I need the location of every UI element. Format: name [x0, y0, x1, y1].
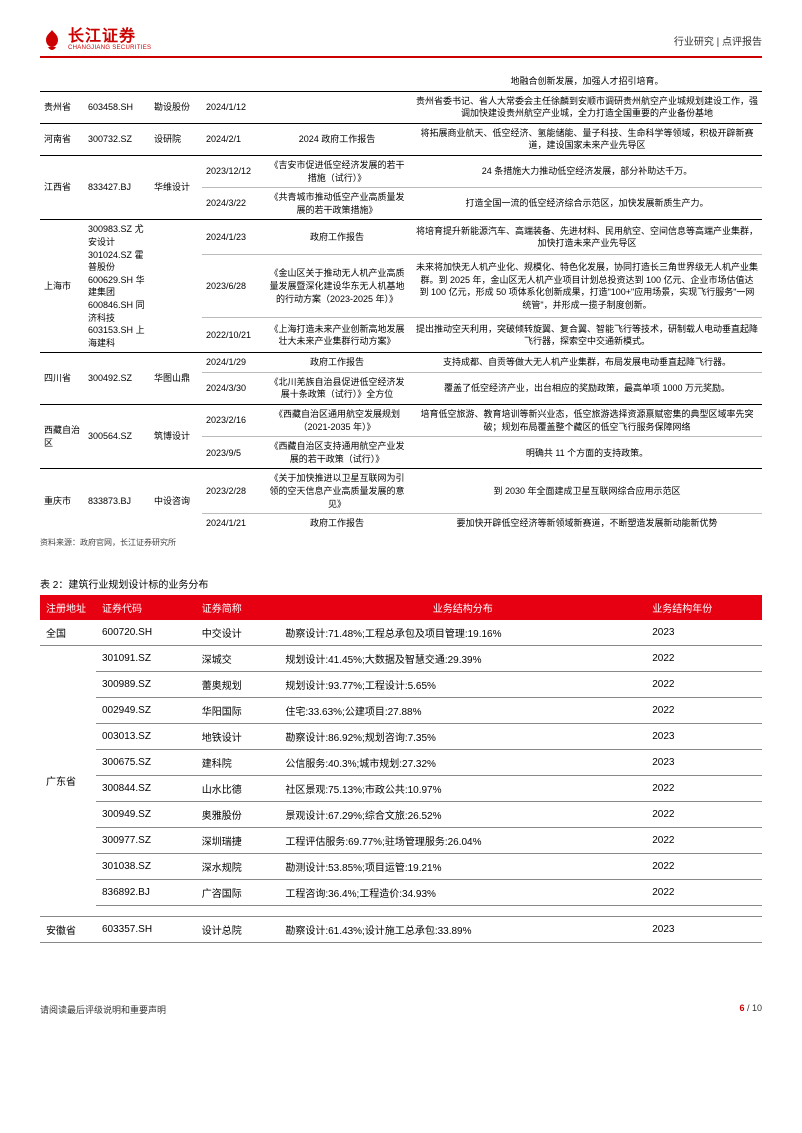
policy-table: 地融合创新发展，加强人才招引培育。 贵州省603458.SH勘设股份2024/1…	[40, 72, 762, 533]
table-row: 贵州省603458.SH勘设股份2024/1/12贵州省委书记、省人大常委会主任…	[40, 91, 762, 123]
logo: 长江证券 CHANGJIANG SECURITIES	[40, 28, 151, 52]
table-row: 广东省301091.SZ深城交规划设计:41.45%;大数据及智慧交通:29.3…	[40, 645, 762, 671]
table-row	[40, 905, 762, 916]
table-row: 重庆市833873.BJ中设咨询2023/2/28《关于加快推进以卫星互联网为引…	[40, 469, 762, 514]
table-row: 安徽省603357.SH设计总院勘察设计:61.43%;设计施工总承包:33.8…	[40, 916, 762, 942]
table-row: 江西省833427.BJ华维设计2023/12/12《吉安市促进低空经济发展的若…	[40, 155, 762, 187]
table-row: 西藏自治区300564.SZ筑博设计2023/2/16《西藏自治区通用航空发展规…	[40, 405, 762, 437]
header-category: 行业研究 | 点评报告	[674, 33, 762, 48]
header-rule	[40, 56, 762, 58]
table-row: 300977.SZ深圳瑞捷工程评估服务:69.77%;驻场管理服务:26.04%…	[40, 827, 762, 853]
col-code: 证券代码	[96, 595, 196, 620]
logo-icon	[40, 28, 64, 52]
table-row: 002949.SZ华阳国际住宅:33.63%;公建项目:27.88%2022	[40, 697, 762, 723]
footer-disclaimer: 请阅读最后评级说明和重要声明	[40, 1003, 166, 1016]
table-row: 836892.BJ广咨国际工程咨询:36.4%;工程造价:34.93%2022	[40, 879, 762, 905]
page-footer: 请阅读最后评级说明和重要声明 6 / 10	[40, 1003, 762, 1016]
table-row: 四川省300492.SZ华图山鼎2024/1/29政府工作报告支持成都、自贡等做…	[40, 353, 762, 373]
logo-text-en: CHANGJIANG SECURITIES	[68, 45, 151, 51]
page-header: 长江证券 CHANGJIANG SECURITIES 行业研究 | 点评报告	[40, 28, 762, 52]
page-number: 6 / 10	[739, 1003, 762, 1016]
table-row: 003013.SZ地铁设计勘察设计:86.92%;规划咨询:7.35%2023	[40, 723, 762, 749]
table-row: 300949.SZ奥雅股份景观设计:67.29%;综合文旅:26.52%2022	[40, 801, 762, 827]
table-row: 河南省300732.SZ设研院2024/2/12024 政府工作报告将拓展商业航…	[40, 123, 762, 155]
table-row: 300989.SZ蕾奥规划规划设计:93.77%;工程设计:5.65%2022	[40, 671, 762, 697]
table-row: 301038.SZ深水规院勘测设计:53.85%;项目运管:19.21%2022	[40, 853, 762, 879]
table-row: 300675.SZ建科院公信服务:40.3%;城市规划:27.32%2023	[40, 749, 762, 775]
table1-source: 资料来源：政府官网，长江证券研究所	[40, 537, 762, 548]
table-row: 上海市 300983.SZ 尤安设计 301024.SZ 霍普股份 600629…	[40, 220, 762, 255]
table-header-row: 注册地址 证券代码 证券简称 业务结构分布 业务结构年份	[40, 595, 762, 620]
table-row: 全国600720.SH中交设计勘察设计:71.48%;工程总承包及项目管理:19…	[40, 620, 762, 646]
col-dist: 业务结构分布	[279, 595, 646, 620]
business-table: 注册地址 证券代码 证券简称 业务结构分布 业务结构年份 全国600720.SH…	[40, 595, 762, 943]
logo-text-cn: 长江证券	[68, 29, 151, 45]
table2-caption: 表 2：建筑行业规划设计标的业务分布	[40, 576, 762, 591]
table-row: 地融合创新发展，加强人才招引培育。	[40, 72, 762, 91]
table-row: 300844.SZ山水比德社区景观:75.13%;市政公共:10.97%2022	[40, 775, 762, 801]
col-year: 业务结构年份	[646, 595, 762, 620]
col-name: 证券简称	[196, 595, 280, 620]
col-region: 注册地址	[40, 595, 96, 620]
